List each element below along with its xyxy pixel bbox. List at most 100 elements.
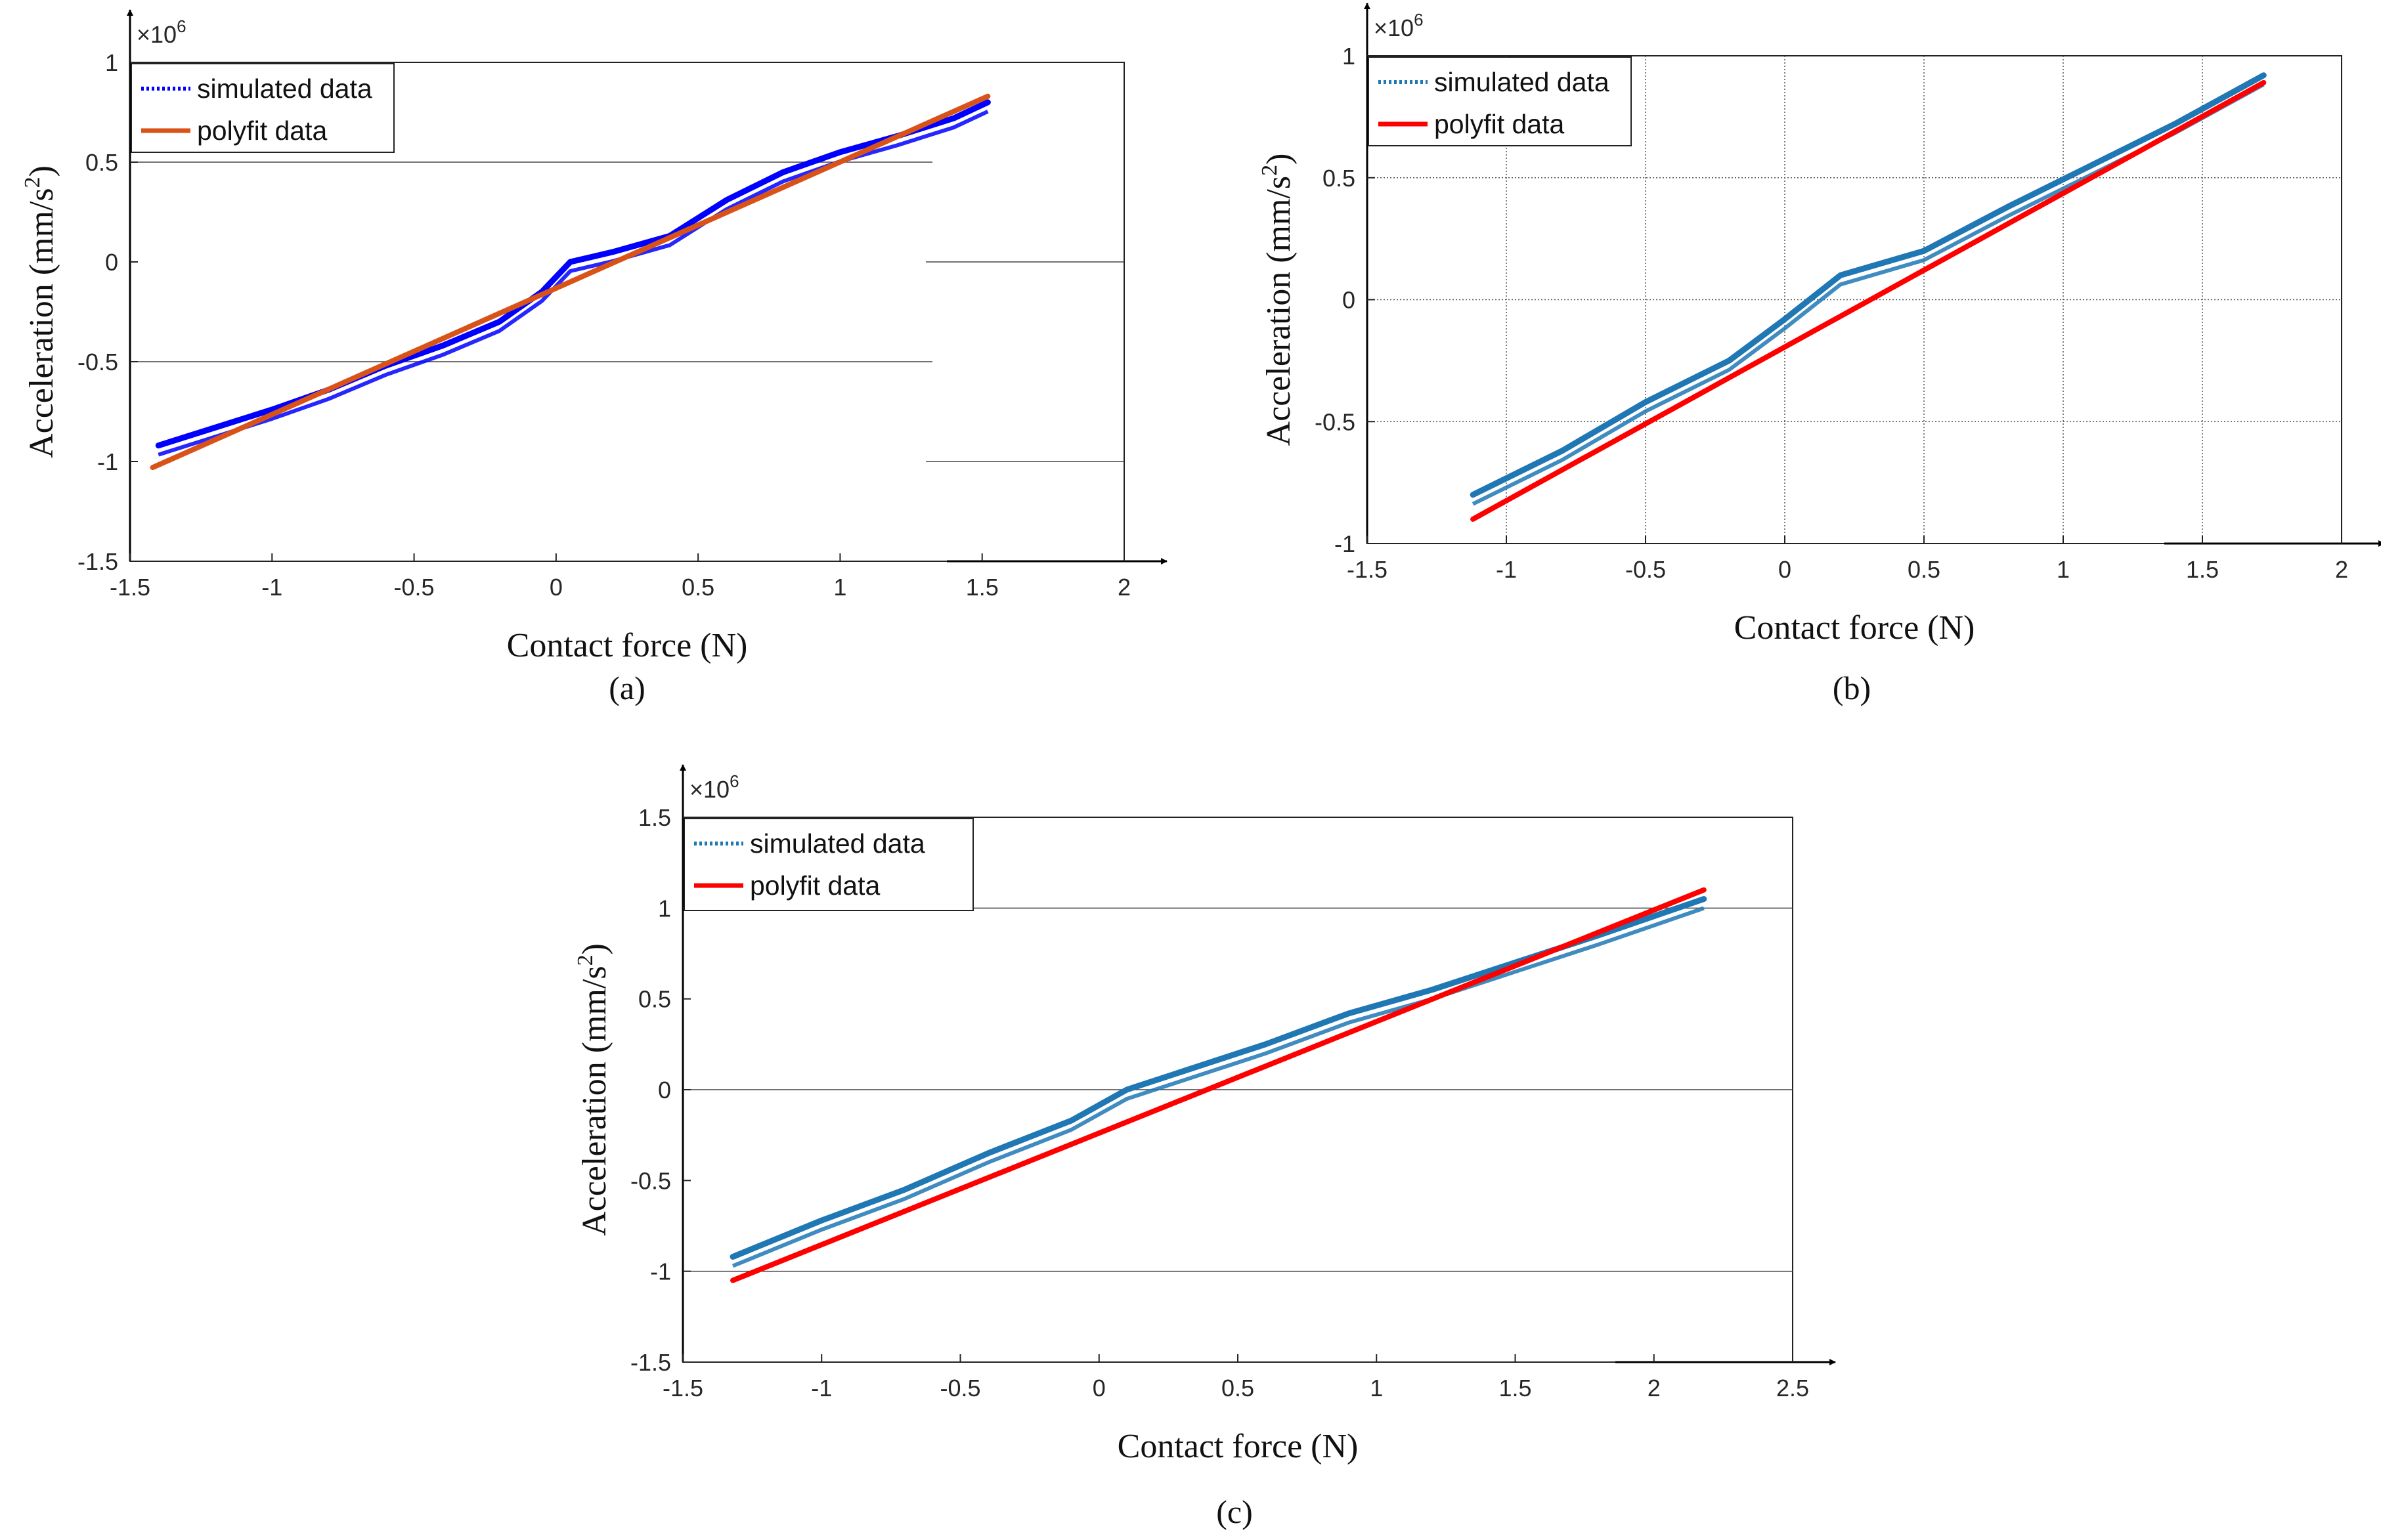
x-tick-label: 0: [550, 574, 563, 601]
simulated-point: [1347, 1011, 1351, 1016]
x-tick-label: 1: [1370, 1375, 1383, 1401]
simulated-point: [1701, 897, 1706, 901]
simulated-point: [1560, 448, 1564, 453]
panel-caption: (c): [1216, 1493, 1253, 1530]
chart-panel-c: -1.5 -1 -0.5 0 0.5 1 1.5 2 2.5 -1.5 -1 -0.5 0 0.5 1 1.5…: [573, 764, 1836, 1530]
y-multiplier-label: ×106: [1374, 10, 1424, 41]
x-tick-label: 0: [1778, 556, 1791, 583]
simulated-point: [1180, 1069, 1185, 1074]
series-polyfit-line: [150, 93, 991, 471]
y-tick-label: -1: [650, 1258, 671, 1285]
series-polyfit-line: [730, 887, 1707, 1283]
simulated-point: [781, 170, 785, 175]
simulated-point: [724, 198, 729, 202]
simulated-point: [270, 407, 274, 412]
simulated-point: [156, 443, 161, 448]
x-tick-label: 0.5: [1908, 556, 1940, 583]
y-tick-label: -0.5: [1315, 408, 1355, 435]
y-multiplier-label: ×106: [137, 16, 186, 48]
y-tick-label: 1: [105, 49, 118, 76]
simulated-point: [838, 150, 842, 154]
x-tick-label: 1.5: [966, 574, 999, 601]
simulated-point: [1727, 358, 1732, 363]
x-tick-label: 2: [2335, 556, 2348, 583]
y-axis-label: Acceleration (mm/s2): [573, 943, 613, 1236]
simulated-point: [2089, 163, 2093, 168]
simulated-point: [1069, 1119, 1074, 1123]
y-tick-label: 1: [658, 895, 671, 922]
simulated-point: [497, 320, 502, 324]
simulated-point: [903, 1187, 907, 1192]
x-tick-label: -0.5: [1625, 556, 1666, 583]
y-tick-label: -0.5: [630, 1167, 671, 1194]
series-polyfit-line: [1470, 79, 2267, 522]
x-tick-label: 0: [1093, 1375, 1106, 1401]
legend-polyfit-label: polyfit data: [1434, 109, 1564, 139]
simulated-point: [1838, 273, 1843, 278]
y-tick-label: 0: [658, 1077, 671, 1103]
simulated-point: [213, 425, 217, 430]
x-axis-label: Contact force (N): [507, 627, 748, 664]
simulated-point: [1783, 317, 1787, 322]
x-tick-label: 0.5: [1221, 1375, 1254, 1401]
x-tick-label: 1.5: [2186, 556, 2219, 583]
y-tick-label: 0: [105, 249, 118, 276]
simulated-point: [1644, 400, 1648, 404]
simulated-point: [986, 1151, 990, 1155]
legend-simulated-label: simulated data: [197, 74, 372, 104]
x-tick-label: 0.5: [682, 574, 714, 601]
y-tick-label: 0: [1342, 287, 1355, 314]
x-tick-label: 1: [2057, 556, 2070, 583]
x-tick-label: -1.5: [110, 574, 150, 601]
y-tick-label: 0.5: [638, 986, 671, 1013]
x-tick-label: -1.5: [1347, 556, 1387, 583]
simulated-point: [951, 116, 956, 121]
x-tick-label: -1: [811, 1375, 832, 1401]
x-tick-label: 2.5: [1776, 1375, 1809, 1401]
y-tick-label: 1.5: [638, 804, 671, 831]
y-tick-label: 1: [1342, 43, 1355, 70]
simulated-point: [2005, 205, 2010, 209]
x-tick-label: -1.5: [663, 1375, 703, 1401]
y-axis-label: Acceleration (mm/s2): [20, 165, 60, 458]
legend-box: [1368, 56, 1632, 146]
y-tick-label: 0.5: [85, 149, 118, 176]
x-tick-label: 2: [1118, 574, 1131, 601]
legend-polyfit-label: polyfit data: [197, 116, 327, 146]
y-tick-label: -1: [1334, 530, 1355, 557]
x-tick-label: -0.5: [940, 1375, 980, 1401]
x-axis-label: Contact force (N): [1118, 1428, 1359, 1465]
legend-box: [684, 818, 974, 911]
simulated-point: [1430, 987, 1434, 992]
simulated-point: [2172, 122, 2177, 127]
panel-caption: (b): [1833, 670, 1871, 706]
simulated-point: [1471, 492, 1475, 497]
legend-simulated-label: simulated data: [750, 828, 925, 859]
simulated-point: [819, 1218, 824, 1223]
legend-polyfit-label: polyfit data: [750, 870, 880, 901]
legend-box: [131, 63, 395, 153]
series-simulated-band: [732, 906, 1705, 1268]
chart-panel-b: -1.5 -1 -0.5 0 0.5 1 1.5 2-1-0.500.51×106Contac…: [1257, 3, 2381, 706]
x-tick-label: 1.5: [1498, 1375, 1531, 1401]
simulated-point: [1125, 1088, 1129, 1092]
legend-simulated-label: simulated data: [1434, 67, 1609, 97]
y-tick-label: -1.5: [77, 548, 118, 575]
x-axis-label: Contact force (N): [1734, 609, 1975, 647]
x-tick-label: -1: [261, 574, 282, 601]
simulated-point: [2261, 73, 2266, 77]
x-tick-label: -1: [1496, 556, 1517, 583]
simulated-point: [611, 249, 615, 254]
simulated-point: [986, 100, 990, 104]
simulated-point: [440, 343, 445, 348]
y-tick-label: -1.5: [630, 1349, 671, 1376]
simulated-point: [1263, 1042, 1268, 1046]
panel-caption: (a): [609, 670, 645, 706]
x-tick-label: 2: [1648, 1375, 1661, 1401]
y-multiplier-label: ×106: [689, 771, 739, 803]
y-tick-label: 0.5: [1322, 165, 1355, 192]
x-tick-label: -0.5: [394, 574, 435, 601]
y-tick-label: -1: [97, 448, 118, 475]
y-tick-label: -0.5: [77, 349, 118, 375]
